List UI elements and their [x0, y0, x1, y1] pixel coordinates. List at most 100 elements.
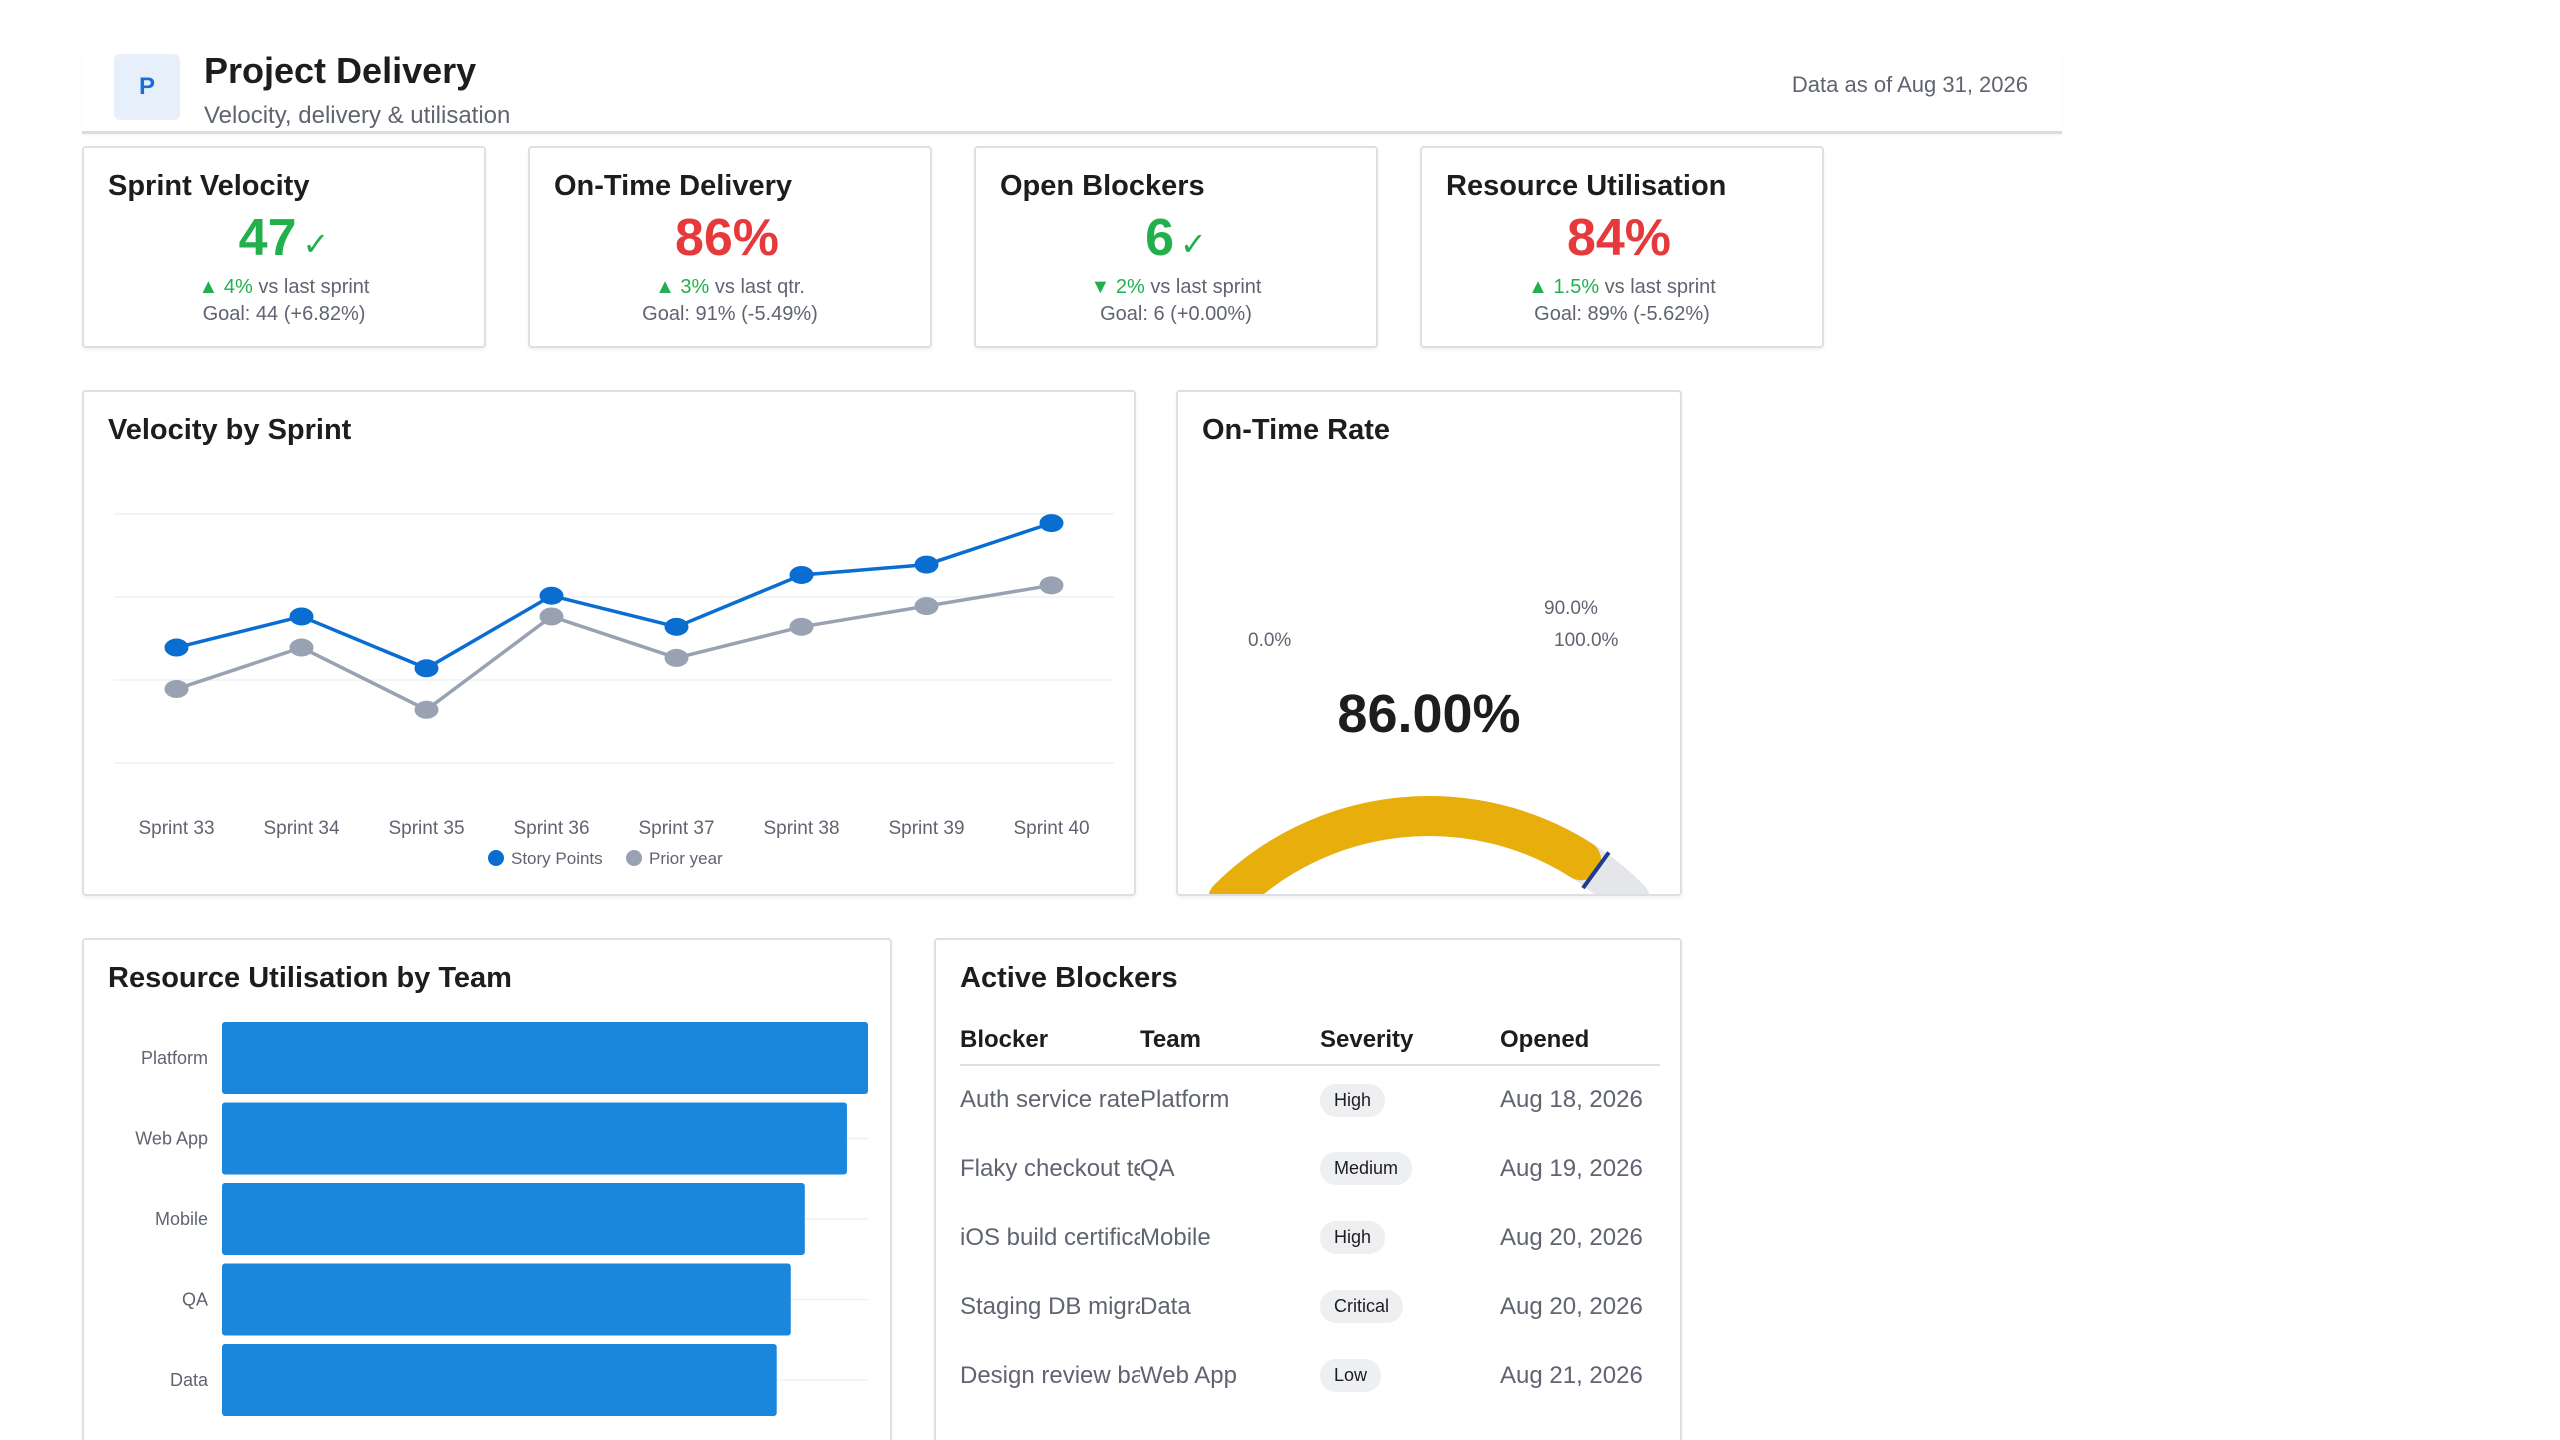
kpi-card-on-time-delivery: On-Time Delivery 86% ▲ 3% vs last qtr. G… — [528, 146, 932, 348]
kpi-title: Resource Utilisation — [1446, 170, 1727, 202]
on-time-rate-card: On-Time Rate 0.0% 90.0% 100.0% 86.00% — [1176, 390, 1682, 896]
x-tick-label: Sprint 38 — [763, 818, 839, 839]
data-point — [539, 607, 564, 626]
data-point — [914, 555, 939, 574]
bar-platform — [222, 1022, 868, 1094]
column-header-severity[interactable]: Severity — [1320, 1016, 1500, 1066]
blocker-cell: iOS build certificate — [960, 1223, 1140, 1251]
y-tick-label: Web App — [135, 1129, 208, 1149]
utilisation-bar-chart: Platform Web App Mobile QA Data — [135, 1022, 868, 1416]
table-row[interactable]: Design review backlog Web App Low Aug 21… — [960, 1341, 1660, 1410]
data-point — [289, 638, 314, 657]
data-point — [289, 607, 314, 626]
severity-cell: Medium — [1320, 1134, 1500, 1203]
bar-qa — [222, 1263, 791, 1336]
kpi-value: 86% — [674, 209, 780, 267]
kpi-card-open-blockers: Open Blockers 6 ✓ ▼ 2% vs last sprint Goa… — [974, 146, 1378, 348]
table-row[interactable]: Flaky checkout tests QA Medium Aug 19, 2… — [960, 1134, 1660, 1203]
legend-marker — [626, 850, 642, 866]
severity-badge: High — [1320, 1221, 1386, 1254]
table-row[interactable]: Staging DB migration Data Critical Aug 2… — [960, 1272, 1660, 1341]
bar-web-app — [222, 1102, 847, 1175]
kpi-goal: Goal: 6 (+0.00%) — [1100, 303, 1252, 325]
up-arrow-icon: ▲ — [198, 276, 219, 298]
data-point — [1039, 576, 1064, 595]
table-header-row: Blocker Team Severity Opened — [960, 1016, 1660, 1066]
kpi-value: 84% — [1566, 209, 1672, 267]
kpi-title: On-Time Delivery — [554, 170, 793, 202]
severity-cell: High — [1320, 1203, 1500, 1272]
app-logo: P — [114, 54, 180, 120]
velocity-chart-card: Velocity by Sprint Sprint 33 Sprint 34 Spr… — [82, 390, 1136, 896]
bar-data — [222, 1344, 777, 1416]
down-arrow-icon: ▼ — [1090, 276, 1111, 298]
y-tick-label: QA — [182, 1290, 208, 1310]
kpi-title: Sprint Velocity — [108, 170, 310, 202]
page-subtitle: Velocity, delivery & utilisation — [204, 102, 511, 129]
up-arrow-icon: ▲ — [655, 276, 675, 298]
kpi-delta: ▼ 2% vs last sprint — [1090, 276, 1262, 298]
table-row[interactable]: Auth service rate limit Platform High Au… — [960, 1065, 1660, 1134]
gauge-value-arc — [1208, 796, 1602, 894]
column-header-opened[interactable]: Opened — [1500, 1016, 1660, 1066]
blockers-table: Blocker Team Severity Opened Auth servic… — [960, 1016, 1660, 1410]
severity-cell: Critical — [1320, 1272, 1500, 1341]
opened-cell: Aug 19, 2026 — [1500, 1154, 1643, 1182]
check-icon: ✓ — [302, 226, 330, 262]
gauge-target-label: 90.0% — [1544, 598, 1598, 619]
chart-title: On-Time Rate — [1202, 414, 1391, 446]
team-cell: Web App — [1140, 1361, 1237, 1389]
y-tick-label: Platform — [141, 1048, 208, 1068]
up-arrow-icon: ▲ — [1528, 276, 1548, 298]
blocker-cell: Auth service rate limit — [960, 1086, 1140, 1113]
data-point — [789, 565, 814, 584]
severity-cell: Low — [1320, 1341, 1500, 1410]
blocker-cell: Flaky checkout tests — [960, 1154, 1140, 1182]
chart-title: Resource Utilisation by Team — [108, 962, 512, 994]
gauge-target-marker — [1581, 851, 1611, 890]
x-tick-label: Sprint 37 — [638, 818, 714, 839]
opened-cell: Aug 20, 2026 — [1500, 1292, 1643, 1320]
legend-marker — [488, 850, 504, 866]
gauge-min-label: 0.0% — [1248, 630, 1291, 651]
kpi-title: Open Blockers — [1000, 170, 1205, 202]
opened-cell: Aug 21, 2026 — [1500, 1361, 1643, 1389]
team-cell: Data — [1140, 1292, 1191, 1320]
team-cell: Mobile — [1140, 1223, 1211, 1251]
data-point — [164, 638, 189, 657]
team-cell: QA — [1140, 1154, 1175, 1182]
kpi-delta: ▲ 4% vs last sprint — [198, 276, 370, 298]
data-point — [789, 617, 814, 636]
kpi-delta: ▲ 3% vs last qtr. — [655, 276, 805, 298]
legend-label: Story Points — [511, 849, 603, 868]
x-tick-label: Sprint 40 — [1013, 818, 1089, 839]
kpi-card-sprint-velocity: Sprint Velocity 47 ✓ ▲ 4% vs last sprint … — [82, 146, 486, 348]
series-line-story-points — [176, 521, 1053, 671]
severity-cell: High — [1320, 1065, 1500, 1134]
kpi-delta: ▲ 1.5% vs last sprint — [1528, 276, 1716, 298]
active-blockers-card: Active Blockers Blocker Team Severity Op… — [934, 938, 1682, 1440]
dashboard-header: P Project Delivery Velocity, delivery & … — [82, 48, 2062, 134]
opened-cell: Aug 20, 2026 — [1500, 1223, 1643, 1251]
table-row[interactable]: iOS build certificate Mobile High Aug 20… — [960, 1203, 1660, 1272]
table-title: Active Blockers — [960, 962, 1178, 994]
kpi-value: 6 ✓ — [1145, 209, 1207, 267]
column-header-blocker[interactable]: Blocker — [960, 1016, 1140, 1066]
gauge-max-label: 100.0% — [1554, 630, 1619, 651]
x-tick-label: Sprint 39 — [888, 818, 964, 839]
data-point — [664, 617, 689, 636]
severity-badge: High — [1320, 1083, 1386, 1117]
team-cell: Platform — [1140, 1086, 1230, 1113]
series-line-prior-year — [175, 583, 1052, 712]
kpi-goal: Goal: 89% (-5.62%) — [1534, 303, 1710, 325]
column-header-team[interactable]: Team — [1140, 1016, 1320, 1066]
opened-cell: Aug 18, 2026 — [1500, 1086, 1643, 1113]
bar-mobile — [222, 1183, 805, 1255]
data-point — [414, 700, 439, 719]
data-as-of: Data as of Aug 31, 2026 — [1791, 72, 2028, 97]
data-point — [414, 659, 439, 678]
data-point — [164, 680, 189, 699]
kpi-goal: Goal: 44 (+6.82%) — [202, 303, 366, 325]
severity-badge: Critical — [1320, 1290, 1404, 1323]
chart-title: Velocity by Sprint — [108, 414, 352, 446]
